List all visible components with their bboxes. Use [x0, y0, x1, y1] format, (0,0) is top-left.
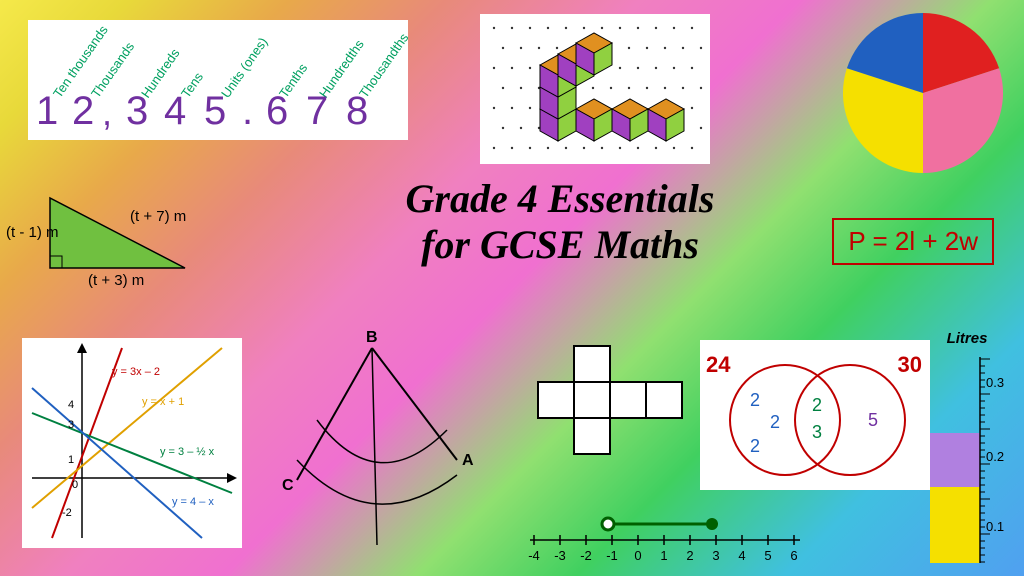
- g-l0: y = 3x – 2: [112, 366, 160, 378]
- svg-text:A: A: [462, 452, 474, 469]
- svg-text:6: 6: [790, 548, 797, 563]
- venn-l2: 2: [750, 436, 760, 457]
- venn-c0: 2: [812, 395, 822, 416]
- title-line1: Grade 4 Essentials: [300, 176, 820, 222]
- formula-text: P = 2l + 2w: [848, 226, 978, 256]
- svg-text:4: 4: [738, 548, 745, 563]
- pv-d7: 6: [266, 89, 288, 134]
- isometric-panel: [480, 14, 710, 164]
- venn-left-label: 24: [706, 352, 730, 378]
- pv-d0: 1: [36, 89, 58, 134]
- svg-text:B: B: [366, 330, 378, 346]
- svg-text:-3: -3: [554, 548, 566, 563]
- formula-box: P = 2l + 2w: [832, 218, 994, 265]
- cube-net: [504, 336, 684, 486]
- pv-d6: .: [242, 89, 253, 134]
- venn-c1: 3: [812, 422, 822, 443]
- isometric-svg: [480, 14, 710, 164]
- svg-text:3: 3: [712, 548, 719, 563]
- venn-right-label: 30: [898, 352, 922, 378]
- venn-r0: 5: [868, 410, 878, 431]
- venn-l1: 2: [770, 412, 780, 433]
- svg-text:0: 0: [634, 548, 641, 563]
- svg-text:-2: -2: [62, 507, 72, 519]
- svg-text:0.3: 0.3: [986, 375, 1004, 390]
- g-l2: y = 3 – ½ x: [160, 446, 214, 458]
- svg-text:5: 5: [764, 548, 771, 563]
- venn-panel: 24 30 2 2 2 2 3 5: [700, 340, 930, 490]
- g-l3: y = 4 – x: [172, 496, 214, 508]
- number-line: -4 -3 -2 -1 0 1 2 3 4 5 6: [520, 510, 810, 570]
- svg-text:0.1: 0.1: [986, 519, 1004, 534]
- svg-text:4: 4: [68, 399, 74, 411]
- construction: B A C: [272, 330, 482, 550]
- svg-text:-4: -4: [528, 548, 540, 563]
- triangle-panel: (t - 1) m (t + 7) m (t + 3) m: [10, 168, 240, 298]
- pv-d2: ,: [102, 92, 112, 134]
- tri-hyp: (t + 7) m: [130, 208, 186, 225]
- main-title: Grade 4 Essentials for GCSE Maths: [300, 176, 820, 268]
- tri-bottom: (t + 3) m: [88, 272, 144, 289]
- svg-text:3: 3: [68, 419, 74, 431]
- title-line2: for GCSE Maths: [300, 222, 820, 268]
- svg-text:-2: -2: [580, 548, 592, 563]
- svg-text:-1: -1: [606, 548, 618, 563]
- litres-title: Litres: [922, 330, 1012, 347]
- pv-d8: 7: [306, 89, 328, 134]
- pie-chart: [838, 8, 1008, 178]
- pv-d9: 8: [346, 89, 368, 134]
- g-l1: y = x + 1: [142, 396, 184, 408]
- venn-l0: 2: [750, 390, 760, 411]
- svg-text:1: 1: [660, 548, 667, 563]
- svg-text:0.2: 0.2: [986, 449, 1004, 464]
- svg-text:2: 2: [686, 548, 693, 563]
- svg-text:0: 0: [72, 479, 78, 491]
- litres-panel: Litres 0.3 0.2 0.1: [922, 330, 1012, 570]
- place-value-panel: Ten thousands Thousands Hundreds Tens Un…: [28, 20, 408, 140]
- svg-text:1: 1: [68, 454, 74, 466]
- svg-text:C: C: [282, 477, 294, 494]
- pv-d4: 4: [164, 89, 186, 134]
- pv-d5: 5: [204, 89, 226, 134]
- pv-d3: 3: [126, 89, 148, 134]
- graph-panel: 0 1 3 4 -2 y = 3x – 2 y = x + 1 y = 3 – …: [22, 338, 242, 548]
- pv-d1: 2: [72, 89, 94, 134]
- tri-left: (t - 1) m: [6, 224, 59, 241]
